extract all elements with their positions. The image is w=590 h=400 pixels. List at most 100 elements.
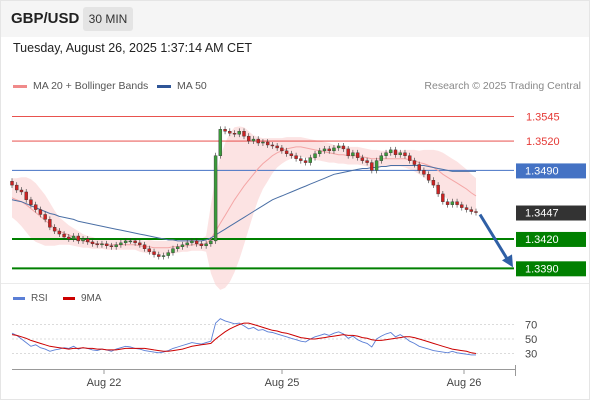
candle-body: [223, 129, 227, 132]
candle-body: [57, 230, 62, 235]
candle-body: [308, 157, 312, 163]
candle-body: [280, 147, 284, 152]
candle-body: [469, 209, 473, 212]
candle-body: [341, 145, 346, 150]
candle-body: [133, 240, 137, 244]
candle-body: [114, 244, 118, 247]
pivot-label-box: [516, 163, 586, 179]
legend-rsi-ma: 9MA: [63, 293, 102, 304]
candle-body: [29, 199, 33, 205]
rsi-tick-label: 50: [525, 334, 537, 346]
candle-body: [185, 242, 189, 246]
support-label: 1.3390: [525, 263, 559, 275]
rsi-tick-label: 70: [525, 320, 537, 332]
candle-body: [48, 219, 52, 228]
candle-body: [161, 255, 166, 257]
candle-body: [157, 254, 161, 257]
legend-rsi: RSI: [13, 293, 48, 304]
current-price-label: 1.3447: [525, 208, 559, 220]
candle-body: [351, 152, 355, 156]
candle-body: [318, 150, 322, 154]
candle-body: [194, 240, 199, 245]
candle-body: [374, 160, 379, 171]
credit-text: Research © 2025 Trading Central: [424, 80, 581, 92]
candle-body: [237, 131, 241, 135]
x-tick-label: Aug 25: [265, 377, 300, 389]
candle-body: [43, 214, 47, 220]
candle-body: [86, 238, 90, 243]
timestamp: Tuesday, August 26, 2025 1:37:14 AM CET: [13, 41, 253, 55]
x-tick-label: Aug 22: [87, 377, 122, 389]
support-label-box: [516, 261, 586, 277]
candle-body: [460, 204, 464, 208]
rsi-ma-swatch: [63, 297, 75, 300]
rsi-label: RSI: [31, 293, 48, 304]
candle-body: [426, 174, 431, 181]
candle-body: [228, 131, 232, 134]
symbol-title: GBP/USD: [11, 10, 80, 27]
candle-body: [10, 180, 14, 186]
rsi-ma-label: 9MA: [81, 293, 102, 304]
candle-body: [384, 152, 388, 156]
candle-body: [261, 141, 265, 144]
candle-body: [104, 243, 109, 246]
candle-body: [24, 191, 28, 200]
ma20-line: [11, 146, 477, 249]
candle-body: [445, 201, 450, 205]
candle-body: [355, 152, 360, 158]
candle-body: [62, 233, 66, 238]
candle-body: [422, 170, 426, 175]
candle-body: [398, 152, 402, 155]
legend-ma20: MA 20 + Bollinger Bands: [13, 80, 148, 92]
candle-body: [128, 240, 133, 243]
pivot-label: 1.3490: [525, 165, 559, 177]
current-price-box: [516, 205, 586, 221]
ma20-swatch: [13, 84, 27, 88]
candle-body: [199, 243, 204, 246]
candle-body: [180, 244, 185, 247]
candle-body: [100, 243, 104, 246]
ma50-swatch: [157, 84, 171, 88]
candle-body: [71, 235, 76, 240]
candle-body: [270, 144, 275, 147]
candle-body: [408, 155, 412, 161]
candle-body: [313, 153, 317, 158]
ma20-label: MA 20 + Bollinger Bands: [33, 80, 149, 92]
candle-body: [81, 238, 85, 242]
candle-body: [204, 243, 208, 246]
candle-body: [464, 207, 469, 210]
candle-body: [119, 242, 123, 246]
candle-body: [284, 150, 289, 154]
resistance-label: 1.3520: [526, 136, 560, 148]
candle-body: [322, 148, 327, 152]
candle-body: [176, 246, 180, 249]
candle-body: [389, 149, 393, 154]
candle-body: [76, 235, 80, 242]
candle-body: [171, 248, 175, 253]
candle-body: [251, 138, 256, 142]
candle-body: [265, 141, 270, 146]
candle-body: [138, 242, 142, 246]
bollinger-band: [12, 126, 476, 290]
candle-body: [247, 135, 251, 142]
candle-body: [303, 160, 308, 163]
x-tick-label: Aug 26: [447, 377, 482, 389]
candle-body: [142, 244, 147, 249]
candle-body: [431, 180, 436, 186]
candle-body: [393, 149, 398, 155]
candle-body: [379, 155, 384, 161]
candle-body: [403, 152, 407, 156]
candle-body: [123, 240, 128, 244]
candle-body: [15, 184, 19, 191]
candle-body: [147, 248, 152, 252]
resistance-label: 1.3545: [526, 112, 560, 124]
candle-body: [417, 164, 421, 171]
candle-body: [33, 204, 38, 210]
candle-body: [441, 193, 445, 202]
candle-body: [370, 162, 374, 171]
candle-body: [90, 241, 95, 245]
candle-body: [365, 160, 369, 163]
candle-body: [346, 148, 350, 156]
timeframe-button[interactable]: 30 MIN: [83, 7, 133, 31]
